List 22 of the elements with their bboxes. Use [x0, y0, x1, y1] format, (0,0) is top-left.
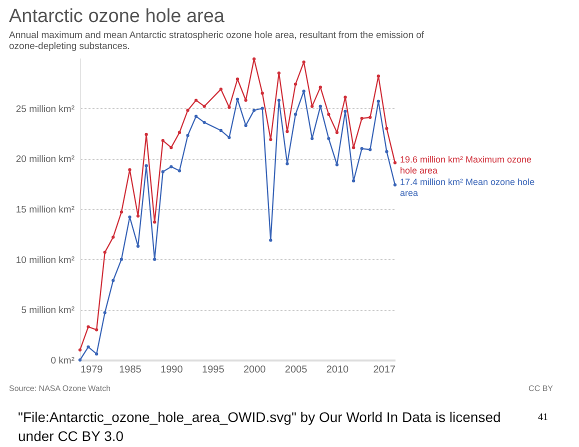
x-tick-label: 2010 [326, 364, 350, 376]
x-tick-label: 1985 [119, 364, 142, 376]
x-tick-label: 2005 [284, 364, 308, 376]
y-tick-label: 10 million km² [16, 254, 74, 266]
text: 41 [538, 412, 548, 423]
x-tick-label: 2017 [373, 364, 396, 376]
x-tick-label: 1995 [202, 364, 225, 376]
series-label: 17.4 million km² Mean ozone hole area [400, 176, 535, 198]
source-note: Source: NASA Ozone Watch [9, 384, 111, 393]
y-tick-label: 0 km² [50, 356, 74, 366]
y-tick-label: 5 million km² [21, 305, 74, 316]
chart-subtitle: Annual maximum and mean Antarctic stratospheric ozone hole area, resultant from the emission of ozone-depleting substances. [9, 30, 426, 52]
series-label: 19.6 million km² Maximum ozone hole area [400, 154, 532, 176]
x-tick-label: 1979 [80, 364, 104, 376]
x-tick-label: 2000 [243, 364, 266, 376]
text: "File:Antarctic_ozone_hole_area_OWID.svg" by Our World In Data is licensed under CC BY 3.0 [18, 408, 502, 446]
text: CC BY [528, 384, 553, 393]
x-tick-label: 1990 [160, 364, 184, 376]
y-tick-label: 20 million km² [16, 154, 74, 166]
y-tick-label: 25 million km² [16, 104, 74, 115]
chart-title: Antarctic ozone hole area [9, 6, 224, 28]
y-tick-label: 15 million km² [16, 204, 74, 216]
